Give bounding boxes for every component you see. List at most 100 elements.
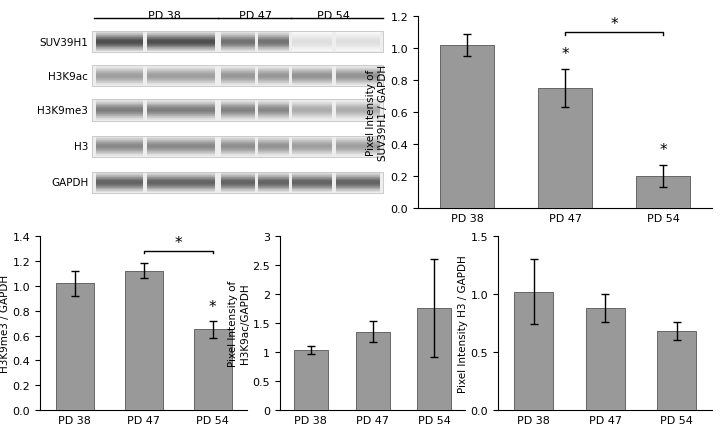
Bar	[148, 119, 215, 120]
Bar	[148, 146, 215, 147]
Bar	[292, 112, 332, 113]
Bar	[220, 49, 255, 50]
Y-axis label: Pixel Intensity H3 / GAPDH: Pixel Intensity H3 / GAPDH	[458, 255, 468, 392]
Bar	[258, 36, 289, 37]
Bar	[220, 78, 255, 79]
Bar	[336, 115, 380, 116]
Bar	[124, 271, 163, 410]
Bar	[148, 186, 215, 187]
Bar	[292, 148, 332, 149]
Bar	[220, 46, 255, 47]
Bar	[292, 84, 332, 85]
Bar	[258, 113, 289, 114]
Y-axis label: Pixel Intensity
H3K9me3 / GAPDH: Pixel Intensity H3K9me3 / GAPDH	[0, 274, 9, 372]
Bar	[148, 188, 215, 189]
Bar	[148, 43, 215, 44]
Bar	[258, 101, 289, 102]
Bar	[258, 110, 289, 111]
Bar	[96, 149, 143, 150]
Bar	[292, 107, 332, 108]
Text: *: *	[561, 47, 569, 62]
Bar	[220, 83, 255, 84]
Bar	[96, 152, 143, 153]
Bar	[96, 139, 143, 140]
Bar	[336, 83, 380, 84]
Bar	[96, 83, 143, 84]
Bar	[336, 101, 380, 102]
Bar	[258, 75, 289, 76]
Bar	[96, 101, 143, 102]
Bar	[292, 189, 332, 190]
Bar	[220, 107, 255, 108]
Bar	[336, 47, 380, 48]
Bar	[258, 146, 289, 147]
Bar	[292, 137, 332, 138]
Bar	[258, 68, 289, 69]
Bar	[292, 184, 332, 185]
Bar	[258, 50, 289, 51]
Bar	[96, 137, 143, 138]
Bar	[220, 148, 255, 149]
Bar	[148, 141, 215, 142]
Bar	[220, 174, 255, 175]
Bar	[258, 148, 289, 149]
Bar	[148, 154, 215, 155]
Bar	[292, 142, 332, 143]
Bar	[336, 82, 380, 83]
Bar	[220, 45, 255, 46]
Bar	[148, 187, 215, 188]
Bar	[96, 43, 143, 44]
Bar	[148, 74, 215, 75]
Bar	[96, 187, 143, 188]
Bar	[258, 189, 289, 190]
Bar	[148, 68, 215, 69]
Bar	[96, 143, 143, 144]
Bar	[220, 84, 255, 85]
Bar	[220, 111, 255, 112]
Bar	[292, 144, 332, 145]
Bar	[258, 184, 289, 185]
Bar	[148, 144, 215, 145]
Bar	[336, 148, 380, 149]
Bar	[148, 142, 215, 143]
Bar	[292, 181, 332, 182]
Bar	[220, 144, 255, 145]
Bar	[292, 40, 332, 41]
Bar	[96, 37, 143, 38]
Bar	[336, 187, 380, 188]
Bar	[336, 147, 380, 148]
Bar	[96, 35, 143, 36]
Bar	[220, 137, 255, 138]
Bar	[292, 150, 332, 151]
Bar	[258, 78, 289, 79]
Bar	[258, 138, 289, 139]
Bar	[148, 109, 215, 110]
Bar	[220, 109, 255, 110]
Bar	[336, 85, 380, 86]
Text: GAPDH: GAPDH	[51, 178, 89, 188]
Bar	[258, 72, 289, 73]
Bar	[336, 183, 380, 184]
Bar	[148, 44, 215, 45]
Bar	[292, 73, 332, 74]
Bar	[336, 104, 380, 105]
Bar	[220, 104, 255, 105]
Bar	[220, 39, 255, 40]
Bar	[336, 49, 380, 50]
Bar	[336, 191, 380, 192]
Bar	[148, 177, 215, 178]
Bar	[258, 139, 289, 140]
Bar	[148, 40, 215, 41]
Bar	[220, 189, 255, 190]
Bar	[292, 34, 332, 35]
Bar	[96, 68, 143, 69]
Bar	[220, 67, 255, 68]
Bar	[96, 34, 143, 35]
Bar	[292, 143, 332, 144]
Bar	[96, 70, 143, 71]
Bar	[148, 151, 215, 152]
Bar	[96, 154, 143, 155]
Bar	[258, 140, 289, 141]
Bar	[220, 81, 255, 82]
Bar	[336, 182, 380, 183]
